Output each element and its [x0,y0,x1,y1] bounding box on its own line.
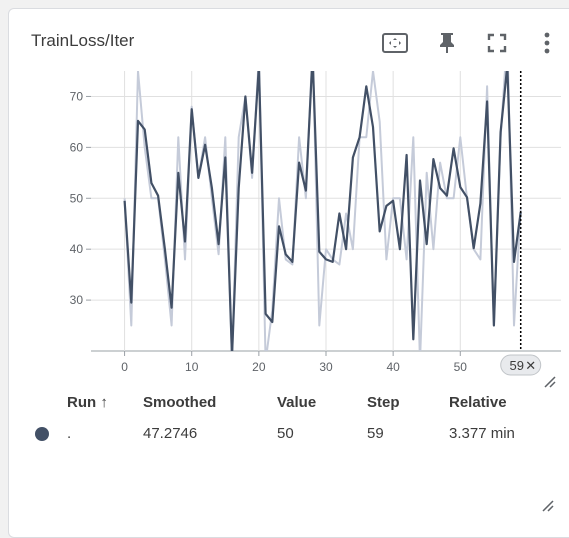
y-axis-ticks: 30 40 50 60 70 [70,89,84,307]
col-header-relative[interactable]: Relative [449,394,507,411]
scalar-card: TrainLoss/Iter 30 40 50 60 70 0 10 20 30 40 50 59… [8,8,569,538]
x-tick-label: 30 [319,360,333,374]
x-tick-label: 40 [386,360,400,374]
cell-value: 50 [277,425,294,442]
run-color-dot [35,427,49,441]
col-header-smoothed[interactable]: Smoothed [143,394,217,411]
line-chart[interactable]: 30 40 50 60 70 0 10 20 30 40 50 59 ✕ [9,9,569,389]
y-tick-label: 50 [70,191,84,205]
x-axis-ticks: 0 10 20 30 40 50 [121,360,467,374]
hover-step-label: 59 [509,358,523,373]
x-tick-label: 0 [121,360,128,374]
smoothed-series-line [123,71,522,351]
y-tick-label: 70 [70,89,84,103]
fullscreen-icon[interactable] [483,29,511,57]
col-header-value[interactable]: Value [277,394,317,411]
cell-step: 59 [367,425,384,442]
pin-icon[interactable] [433,29,461,57]
col-header-step[interactable]: Step [367,394,400,411]
chart-grid [86,71,561,356]
hover-step-badge [500,354,542,376]
cell-run: . [67,425,72,442]
x-tick-label: 50 [454,360,468,374]
x-tick-label: 10 [185,360,199,374]
hover-marker: 59 ✕ [500,71,542,376]
y-tick-label: 40 [70,242,84,256]
y-tick-label: 60 [70,140,84,154]
chart-series [123,71,522,351]
y-tick-label: 30 [70,293,84,307]
x-tick-label: 20 [252,360,266,374]
more-vert-icon[interactable] [533,29,561,57]
cell-relative: 3.377 min [449,425,515,442]
cell-smoothed: 47.2746 [143,425,198,442]
resize-handle-icon[interactable] [541,499,555,513]
resize-handle-icon[interactable] [543,375,557,389]
card-title: TrainLoss/Iter [31,31,135,50]
fit-domain-icon[interactable] [381,29,409,57]
col-header-run[interactable]: Run ↑ [67,394,108,411]
close-icon[interactable]: ✕ [525,359,536,374]
